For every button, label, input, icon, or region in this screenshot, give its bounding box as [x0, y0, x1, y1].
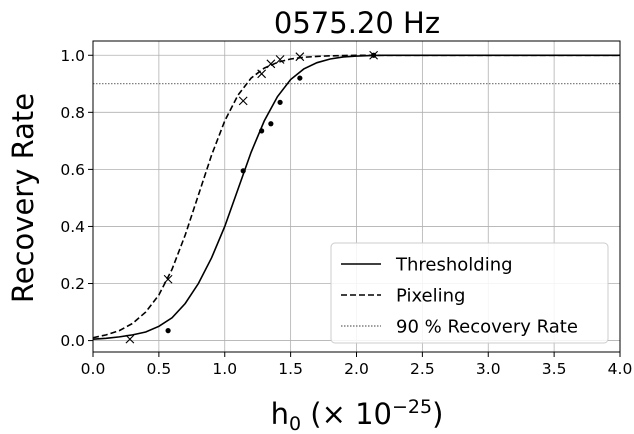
data-point-dot: [259, 128, 265, 134]
x-tick-label: 2.0: [344, 360, 369, 378]
y-tick-label: 0.0: [60, 332, 85, 350]
legend: Thresholding Pixeling 90 % Recovery Rate: [330, 242, 609, 344]
data-point-x: [125, 334, 135, 344]
data-point-dot: [268, 121, 274, 127]
series-line: [92, 54, 620, 339]
data-point-x: [238, 96, 248, 106]
x-tick-label: 3.0: [476, 360, 501, 378]
legend-label: Pixeling: [396, 286, 465, 307]
axis-ticks: 0.0 0.5 1.0 1.5 2.0 2.5 3.0 3.5 4.0 0.0 0.2 0.4 0.6 0…: [60, 47, 632, 378]
data-points: [125, 50, 379, 344]
y-axis-label: Recovery Rate: [6, 93, 40, 303]
x-tick-label: 0.0: [81, 360, 106, 378]
data-point-x: [369, 50, 379, 60]
legend-box: [330, 242, 609, 344]
y-tick-label: 0.4: [60, 218, 85, 236]
data-point-x: [295, 52, 305, 62]
x-tick-label: 0.5: [147, 360, 172, 378]
legend-label: 90 % Recovery Rate: [396, 317, 578, 338]
y-tick-label: 1.0: [60, 47, 85, 65]
y-tick-label: 0.2: [60, 275, 85, 293]
data-point-dot: [297, 75, 303, 81]
series-lines: [92, 54, 620, 340]
data-point-x: [275, 55, 285, 64]
x-tick-label: 1.5: [278, 360, 303, 378]
chart-title: 0575.20 Hz: [274, 6, 440, 40]
y-tick-label: 0.6: [60, 161, 85, 179]
data-point-dot: [165, 328, 171, 334]
data-point-x: [266, 59, 276, 69]
data-point-x: [257, 69, 267, 79]
data-point-dot: [277, 99, 283, 105]
data-point-dot: [240, 168, 246, 174]
x-tick-label: 1.0: [212, 360, 237, 378]
x-axis-label: h0 (× 10−25): [271, 396, 444, 434]
data-point-x: [163, 274, 173, 284]
legend-label: Thresholding: [395, 255, 513, 276]
y-tick-label: 0.8: [60, 104, 85, 122]
x-tick-label: 4.0: [608, 360, 633, 378]
x-tick-label: 2.5: [410, 360, 435, 378]
x-tick-label: 3.5: [542, 360, 567, 378]
